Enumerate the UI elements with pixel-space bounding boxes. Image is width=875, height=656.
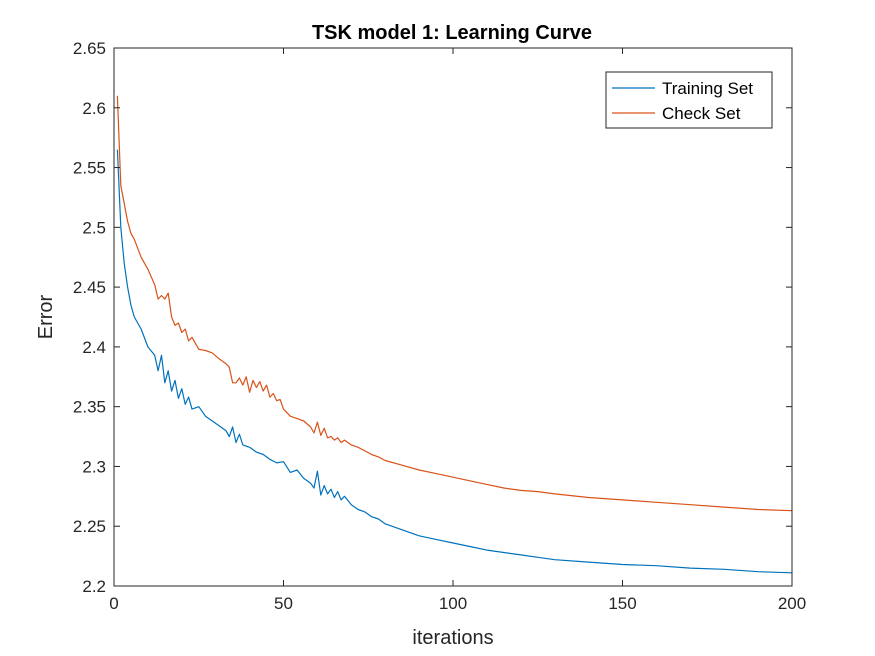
y-tick-label: 2.2 [82, 577, 106, 596]
y-tick-label: 2.55 [73, 159, 106, 178]
legend: Training Set Check Set [605, 71, 773, 129]
y-tick-label: 2.6 [82, 99, 106, 118]
y-tick-label: 2.35 [73, 398, 106, 417]
chart-title: TSK model 1: Learning Curve [312, 22, 592, 44]
y-tick-label: 2.4 [82, 338, 106, 357]
y-tick-label: 2.3 [82, 457, 106, 476]
x-tick-label: 50 [274, 594, 293, 613]
x-tick-label: 200 [778, 594, 806, 613]
y-tick-label: 2.5 [82, 218, 106, 237]
x-tick-label: 100 [439, 594, 467, 613]
y-tick-label: 2.65 [73, 39, 106, 58]
legend-label-check-set: Check Set [662, 104, 741, 123]
tick-layer: 0 50 100 150 200 2.2 2.25 2.3 2.35 2.4 2.45 2.5 2.55… [73, 39, 806, 613]
x-axis-title: iterations [412, 627, 493, 649]
x-tick-label: 150 [608, 594, 636, 613]
series-layer [116, 95, 793, 574]
series-line-check-set [116, 95, 793, 512]
y-tick-label: 2.25 [73, 517, 106, 536]
y-axis-title: Error [35, 294, 57, 339]
plot-area [114, 48, 792, 586]
y-tick-label: 2.45 [73, 278, 106, 297]
x-tick-label: 0 [109, 594, 118, 613]
legend-box [605, 71, 773, 129]
legend-label-training-set: Training Set [662, 79, 753, 98]
series-line-training-set [116, 149, 793, 574]
